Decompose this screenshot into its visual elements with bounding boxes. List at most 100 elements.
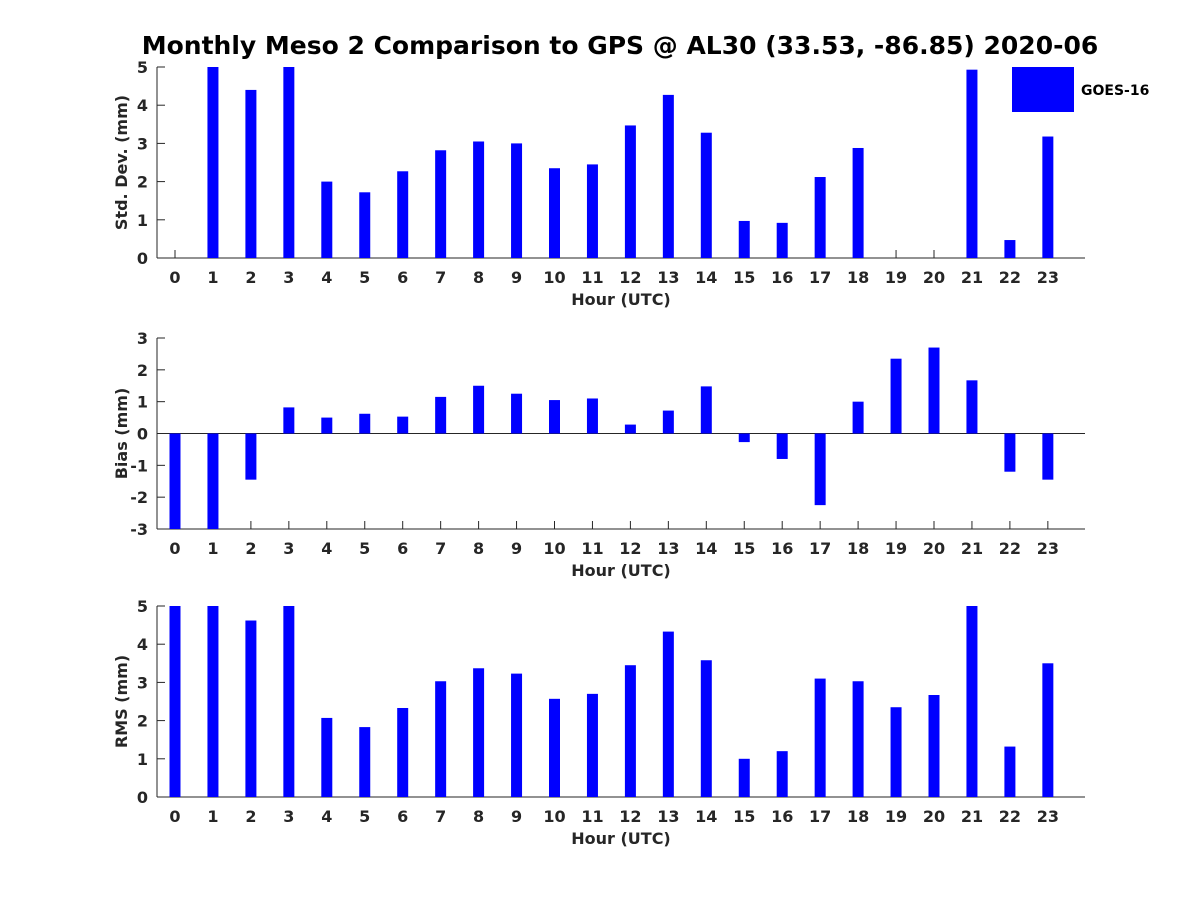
x-tick-label: 8 bbox=[473, 539, 484, 558]
bar-hour-23 bbox=[1042, 433, 1054, 480]
bar-hour-3 bbox=[283, 67, 295, 258]
x-tick-label: 5 bbox=[359, 268, 370, 287]
bar-hour-7 bbox=[435, 150, 447, 258]
x-tick-label: 7 bbox=[435, 539, 446, 558]
x-tick-label: 1 bbox=[207, 807, 218, 826]
y-tick-label: 0 bbox=[137, 788, 148, 807]
x-tick-label: 11 bbox=[581, 539, 603, 558]
x-tick-label: 20 bbox=[923, 807, 945, 826]
bar-hour-8 bbox=[473, 668, 485, 797]
bar-hour-8 bbox=[473, 385, 485, 434]
bar-hour-1 bbox=[207, 67, 219, 258]
x-tick-label: 19 bbox=[885, 807, 907, 826]
x-tick-label: 10 bbox=[543, 539, 565, 558]
bar-hour-12 bbox=[624, 125, 636, 258]
legend-label: GOES-16 bbox=[1081, 83, 1149, 99]
x-tick-label: 0 bbox=[169, 807, 180, 826]
x-tick-label: 6 bbox=[397, 268, 408, 287]
x-tick-label: 18 bbox=[847, 268, 869, 287]
x-tick-label: 4 bbox=[321, 807, 332, 826]
y-tick-label: 0 bbox=[137, 249, 148, 268]
bar-hour-2 bbox=[245, 89, 257, 258]
y-axis-label: RMS (mm) bbox=[112, 655, 131, 748]
bar-hour-2 bbox=[245, 433, 257, 480]
y-tick-label: 1 bbox=[137, 393, 148, 412]
bar-hour-17 bbox=[814, 433, 826, 506]
bar-hour-21 bbox=[966, 69, 978, 258]
bar-hour-6 bbox=[397, 171, 409, 258]
bar-hour-20 bbox=[928, 695, 940, 797]
x-tick-label: 23 bbox=[1037, 539, 1059, 558]
bar-hour-22 bbox=[1004, 746, 1016, 797]
bar-hour-11 bbox=[586, 164, 598, 258]
y-tick-label: 5 bbox=[137, 597, 148, 616]
bar-hour-8 bbox=[473, 141, 485, 258]
bar-hour-19 bbox=[890, 707, 902, 797]
bar-hour-15 bbox=[738, 433, 750, 443]
x-tick-label: 14 bbox=[695, 807, 717, 826]
bar-hour-10 bbox=[549, 400, 560, 434]
legend-swatch bbox=[1012, 67, 1074, 112]
bar-hour-4 bbox=[321, 181, 333, 258]
bar-hour-13 bbox=[662, 410, 674, 434]
x-tick-label: 10 bbox=[543, 268, 565, 287]
bar-hour-11 bbox=[586, 693, 598, 797]
bar-hour-18 bbox=[852, 401, 864, 434]
bar-hour-14 bbox=[700, 660, 712, 797]
x-tick-label: 23 bbox=[1037, 268, 1059, 287]
x-tick-label: 22 bbox=[999, 539, 1021, 558]
bar-hour-6 bbox=[397, 707, 409, 797]
y-tick-label: 3 bbox=[137, 329, 148, 348]
x-tick-label: 3 bbox=[283, 268, 294, 287]
bar-hour-7 bbox=[435, 396, 447, 434]
x-tick-label: 0 bbox=[169, 268, 180, 287]
bar-hour-15 bbox=[738, 220, 750, 258]
bar-hour-19 bbox=[890, 358, 902, 434]
x-tick-label: 3 bbox=[283, 539, 294, 558]
bar-hour-13 bbox=[662, 631, 674, 797]
x-tick-label: 22 bbox=[999, 807, 1021, 826]
x-tick-label: 21 bbox=[961, 807, 983, 826]
bar-hour-16 bbox=[776, 433, 788, 459]
bar-hour-3 bbox=[283, 407, 295, 434]
bar-hour-4 bbox=[321, 417, 333, 434]
x-tick-label: 0 bbox=[169, 539, 180, 558]
x-tick-label: 14 bbox=[695, 539, 717, 558]
x-tick-label: 11 bbox=[581, 268, 603, 287]
x-tick-label: 2 bbox=[245, 807, 256, 826]
x-tick-label: 15 bbox=[733, 807, 755, 826]
x-tick-label: 9 bbox=[511, 268, 522, 287]
x-axis-label: Hour (UTC) bbox=[571, 829, 671, 848]
x-tick-label: 6 bbox=[397, 539, 408, 558]
y-tick-label: 4 bbox=[137, 96, 148, 115]
x-tick-label: 17 bbox=[809, 539, 831, 558]
bar-hour-1 bbox=[207, 433, 219, 529]
x-tick-label: 23 bbox=[1037, 807, 1059, 826]
x-tick-label: 17 bbox=[809, 807, 831, 826]
bar-hour-9 bbox=[511, 143, 523, 258]
bar-hour-16 bbox=[776, 222, 788, 258]
bar-hour-18 bbox=[852, 681, 864, 797]
y-tick-label: 0 bbox=[137, 425, 148, 444]
y-tick-label: 5 bbox=[137, 58, 148, 77]
bar-hour-20 bbox=[928, 347, 940, 434]
bar-hour-13 bbox=[662, 94, 674, 258]
y-tick-label: -2 bbox=[130, 488, 148, 507]
x-tick-label: 1 bbox=[207, 268, 218, 287]
x-tick-label: 19 bbox=[885, 268, 907, 287]
bar-hour-0 bbox=[169, 433, 181, 529]
y-tick-label: 2 bbox=[137, 361, 148, 380]
bar-hour-9 bbox=[511, 393, 523, 434]
bar-hour-0 bbox=[169, 606, 181, 797]
x-tick-label: 2 bbox=[245, 539, 256, 558]
x-tick-label: 1 bbox=[207, 539, 218, 558]
x-tick-label: 4 bbox=[321, 539, 332, 558]
x-tick-label: 9 bbox=[511, 539, 522, 558]
x-tick-label: 13 bbox=[657, 807, 679, 826]
bar-hour-23 bbox=[1042, 136, 1054, 258]
bar-hour-21 bbox=[966, 380, 978, 434]
x-tick-label: 18 bbox=[847, 807, 869, 826]
